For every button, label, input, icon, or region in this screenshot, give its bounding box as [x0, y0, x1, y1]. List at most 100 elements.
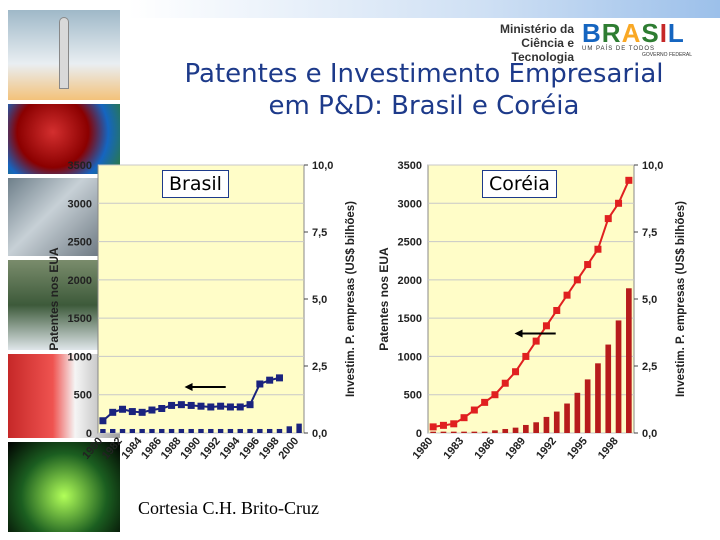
- charts-area: 0 500 1000 1500 2000 2500 3000 3500 0,0 2,5 5,0 7,5…: [42, 150, 718, 480]
- brasil-y-right-tick: 0,0: [312, 428, 327, 440]
- korea-y-left-tick: 0: [416, 428, 422, 440]
- brasil-patent-marker: [99, 417, 107, 425]
- brasil-investment-bar: [119, 428, 126, 433]
- korea-y-right-tick: 0,0: [642, 428, 657, 440]
- brasil-x-tick: 2000: [276, 435, 301, 461]
- korea-investment-bar: [440, 431, 447, 433]
- brasil-y-right-tick: 10,0: [312, 160, 333, 172]
- brasil-investment-bar: [247, 428, 253, 433]
- korea-patent-marker: [470, 406, 478, 414]
- brasil-logo-word: BRASIL: [582, 18, 685, 48]
- korea-investment-bar: [450, 431, 457, 433]
- korea-x-tick: 1992: [534, 435, 559, 461]
- korea-patent-marker: [429, 423, 437, 431]
- brasil-patent-marker: [217, 402, 225, 410]
- korea-patent-marker: [512, 368, 520, 376]
- brasil-plot-area: [97, 164, 305, 434]
- brasil-investment-bar: [296, 423, 302, 433]
- korea-y-left-tick: 500: [404, 390, 422, 402]
- brasil-investment-bar: [159, 428, 165, 433]
- korea-investment-bar: [492, 430, 498, 433]
- korea-investment-bar: [595, 363, 601, 433]
- korea-patent-marker: [615, 199, 623, 207]
- korea-plot-area: [427, 164, 635, 434]
- korea-y-left-tick: 3500: [398, 160, 422, 172]
- korea-patent-marker: [553, 306, 561, 314]
- brasil-chart-label: Brasil: [162, 170, 229, 198]
- brasil-x-tick: 1982: [100, 435, 125, 461]
- korea-y-left-tick: 1000: [398, 351, 422, 363]
- brasil-x-tick: 1996: [237, 435, 262, 461]
- ministry-line-2: Ciência e Tecnologia: [511, 36, 574, 64]
- korea-patent-marker: [625, 176, 633, 184]
- brasil-y-left-tick: 500: [74, 390, 92, 402]
- brasil-patent-marker: [207, 403, 215, 411]
- credit-text: Cortesia C.H. Brito-Cruz: [138, 498, 319, 518]
- korea-investment-bar: [481, 431, 488, 433]
- brasil-patent-marker: [177, 401, 185, 409]
- korea-x-tick: 1998: [596, 435, 621, 461]
- korea-patent-marker: [563, 291, 571, 299]
- korea-investment-bar: [512, 427, 519, 433]
- brasil-investment-bar: [227, 428, 234, 433]
- korea-y-left-tick: 1500: [398, 313, 422, 325]
- korea-investment-bar: [564, 403, 570, 433]
- korea-patent-marker: [522, 352, 530, 360]
- korea-investment-bar: [533, 422, 539, 433]
- brasil-investment-bar: [286, 426, 292, 433]
- korea-patent-marker: [460, 414, 468, 422]
- brasil-patent-marker: [138, 408, 146, 416]
- korea-chart-label: Coréia: [482, 170, 557, 198]
- brasil-y-left-tick: 2500: [68, 237, 92, 249]
- brasil-logo: BRASIL UM PAÍS DE TODOS GOVERNO FEDERAL: [582, 18, 710, 58]
- brasil-x-tick: 1994: [218, 435, 243, 462]
- korea-x-tick: 1989: [503, 435, 528, 461]
- brasil-y-left-tick: 0: [86, 428, 92, 440]
- ministry-name: Ministério da Ciência e Tecnologia: [462, 22, 574, 64]
- korea-investment-bar: [626, 288, 632, 433]
- brasil-y-left-label: Patentes nos EUA: [47, 247, 61, 351]
- brasil-investment-bar: [100, 428, 106, 433]
- brasil-y-right-tick: 7,5: [312, 227, 327, 239]
- photo-strip: [0, 0, 128, 540]
- brasil-investment-bar: [208, 428, 214, 433]
- korea-y-left-tick: 3000: [398, 198, 422, 210]
- korea-x-tick: 1980: [411, 435, 436, 461]
- korea-y-right-tick: 7,5: [642, 227, 657, 239]
- korea-patent-marker: [594, 245, 602, 253]
- brasil-x-tick: 1990: [178, 435, 203, 461]
- korea-investment-bar: [543, 416, 550, 433]
- brasil-patent-marker: [197, 402, 205, 410]
- korea-patent-marker: [450, 420, 458, 428]
- korea-patent-marker: [542, 322, 550, 330]
- brasil-y-right-tick: 5,0: [312, 294, 327, 306]
- charts-svg: 0 500 1000 1500 2000 2500 3000 3500 0,0 2,5 5,0 7,5…: [47, 160, 687, 462]
- korea-y-left-tick: 2500: [398, 237, 422, 249]
- brasil-investment-bar: [257, 428, 263, 433]
- brasil-logo-gov: GOVERNO FEDERAL: [642, 52, 693, 58]
- brasil-y-right-tick: 2,5: [312, 361, 327, 373]
- brasil-y-right-label: Investim. P. empresas (US$ bilhões): [345, 201, 357, 397]
- brasil-x-tick: 1984: [120, 435, 145, 462]
- korea-arrow-head: [514, 329, 523, 338]
- korea-investment-bar: [430, 431, 436, 433]
- brasil-investment-bar: [217, 428, 224, 433]
- korea-y-right-tick: 10,0: [642, 160, 663, 172]
- title-line-2: em P&D: Brasil e Coréia: [268, 91, 580, 121]
- title-line-1: Patentes e Investimento Empresarial: [184, 59, 664, 89]
- rocket-photo: [8, 10, 120, 100]
- brasil-patent-marker: [275, 374, 283, 382]
- korea-investment-bar: [605, 344, 612, 433]
- green-laser-photo: [8, 442, 120, 532]
- brasil-y-left-tick: 3500: [68, 160, 92, 172]
- brasil-patent-marker: [266, 376, 274, 384]
- logo-area: Ministério da Ciência e Tecnologia BRASI…: [462, 18, 712, 64]
- korea-y-right-tick: 5,0: [642, 294, 657, 306]
- korea-y-right-tick: 2,5: [642, 361, 657, 373]
- brasil-patent-marker: [256, 380, 264, 388]
- korea-patent-marker: [573, 276, 581, 284]
- korea-investment-bar: [502, 428, 509, 433]
- korea-x-tick: 1986: [472, 435, 497, 461]
- brasil-patent-marker: [119, 405, 127, 413]
- brasil-patent-marker: [109, 408, 117, 416]
